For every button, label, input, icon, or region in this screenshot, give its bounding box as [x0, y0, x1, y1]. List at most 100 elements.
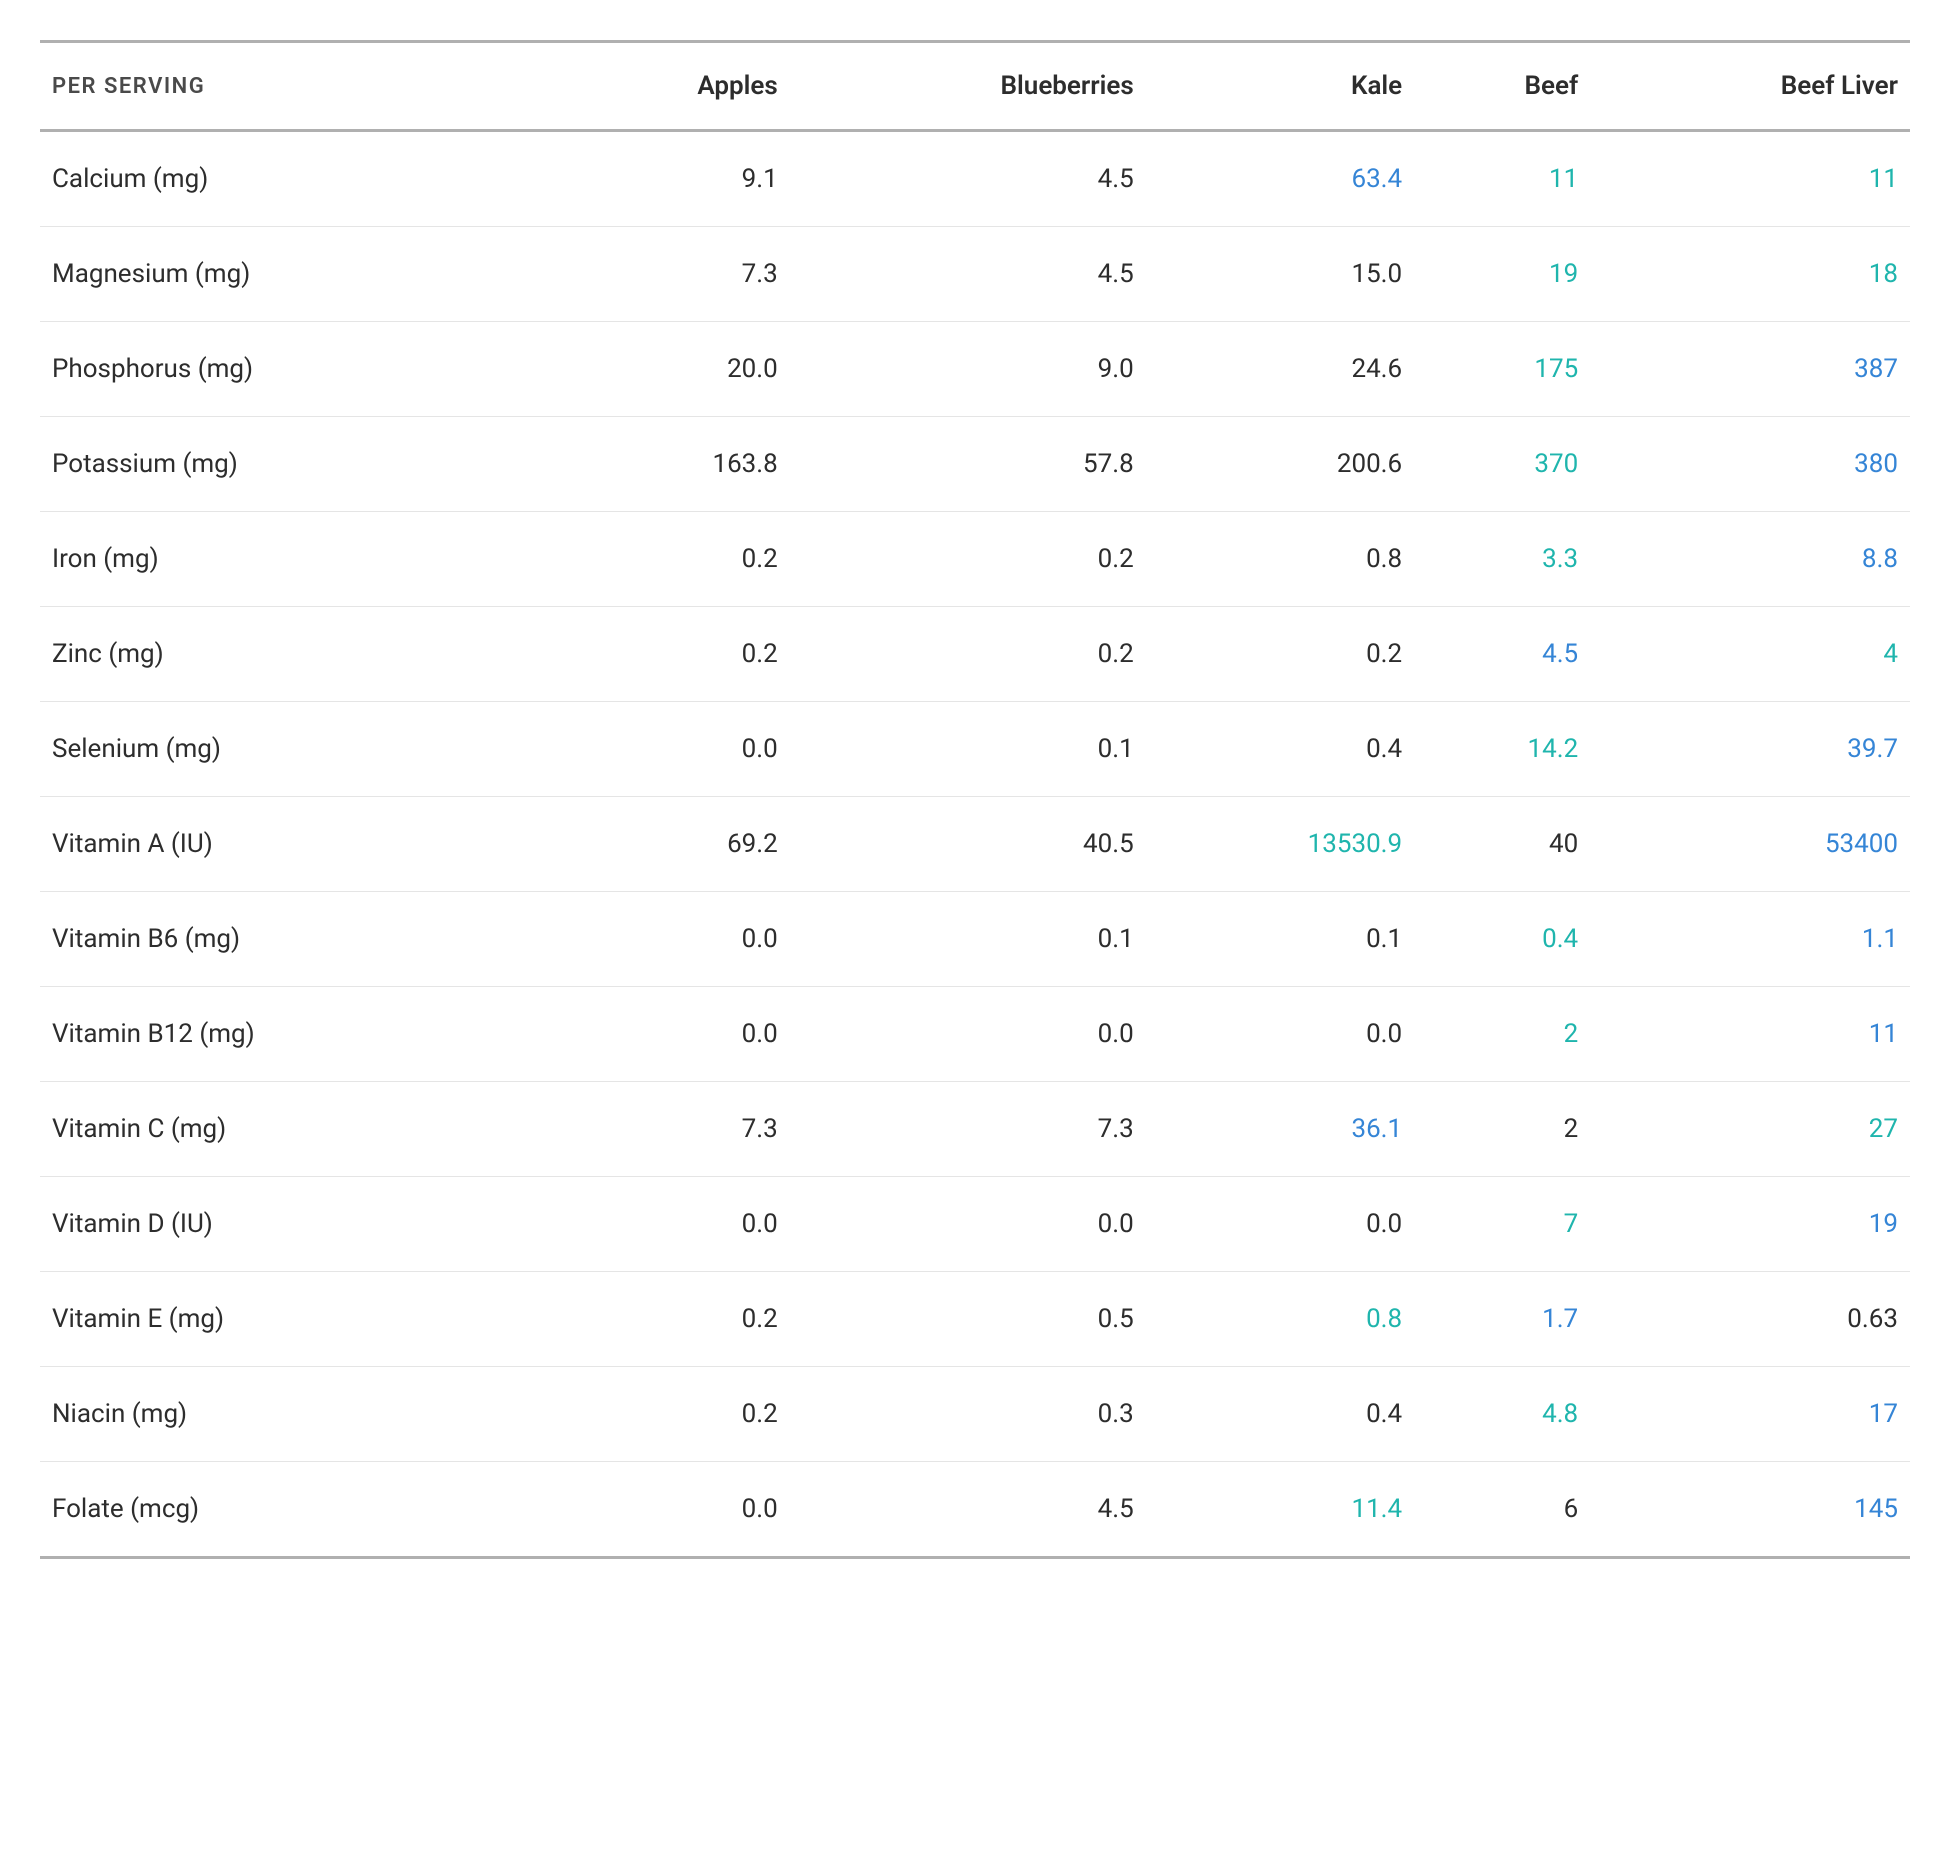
cell-value: 163.8	[553, 417, 789, 512]
table-row: Vitamin B6 (mg)0.00.10.10.41.1	[40, 892, 1910, 987]
cell-value: 0.0	[790, 987, 1146, 1082]
cell-value: 53400	[1590, 797, 1910, 892]
cell-value: 0.0	[553, 1462, 789, 1558]
column-header: Blueberries	[790, 42, 1146, 131]
cell-value: 4.5	[790, 227, 1146, 322]
table-row: Folate (mcg)0.04.511.46145	[40, 1462, 1910, 1558]
table-row: Niacin (mg)0.20.30.44.817	[40, 1367, 1910, 1462]
cell-value: 19	[1414, 227, 1590, 322]
row-label: Calcium (mg)	[40, 131, 553, 227]
row-label: Zinc (mg)	[40, 607, 553, 702]
nutrition-table: Per Serving Apples Blueberries Kale Beef…	[40, 40, 1910, 1559]
cell-value: 7	[1414, 1177, 1590, 1272]
cell-value: 9.1	[553, 131, 789, 227]
cell-value: 2	[1414, 987, 1590, 1082]
cell-value: 4.5	[1414, 607, 1590, 702]
cell-value: 18	[1590, 227, 1910, 322]
row-label: Potassium (mg)	[40, 417, 553, 512]
cell-value: 0.4	[1146, 702, 1414, 797]
cell-value: 14.2	[1414, 702, 1590, 797]
cell-value: 57.8	[790, 417, 1146, 512]
row-label: Phosphorus (mg)	[40, 322, 553, 417]
cell-value: 8.8	[1590, 512, 1910, 607]
table-row: Vitamin E (mg)0.20.50.81.70.63	[40, 1272, 1910, 1367]
cell-value: 200.6	[1146, 417, 1414, 512]
cell-value: 0.3	[790, 1367, 1146, 1462]
row-label: Vitamin E (mg)	[40, 1272, 553, 1367]
cell-value: 0.8	[1146, 512, 1414, 607]
cell-value: 69.2	[553, 797, 789, 892]
cell-value: 6	[1414, 1462, 1590, 1558]
cell-value: 0.4	[1414, 892, 1590, 987]
cell-value: 0.4	[1146, 1367, 1414, 1462]
cell-value: 0.2	[553, 1272, 789, 1367]
cell-value: 11	[1590, 131, 1910, 227]
cell-value: 0.63	[1590, 1272, 1910, 1367]
row-label: Vitamin D (IU)	[40, 1177, 553, 1272]
table-header-row: Per Serving Apples Blueberries Kale Beef…	[40, 42, 1910, 131]
cell-value: 7.3	[790, 1082, 1146, 1177]
cell-value: 387	[1590, 322, 1910, 417]
row-label: Selenium (mg)	[40, 702, 553, 797]
cell-value: 380	[1590, 417, 1910, 512]
column-header: Apples	[553, 42, 789, 131]
cell-value: 11	[1590, 987, 1910, 1082]
column-header: Beef	[1414, 42, 1590, 131]
cell-value: 0.2	[790, 512, 1146, 607]
row-label: Folate (mcg)	[40, 1462, 553, 1558]
row-label: Vitamin C (mg)	[40, 1082, 553, 1177]
cell-value: 15.0	[1146, 227, 1414, 322]
cell-value: 4.5	[790, 1462, 1146, 1558]
table-row: Phosphorus (mg)20.09.024.6175387	[40, 322, 1910, 417]
cell-value: 0.0	[1146, 1177, 1414, 1272]
table-row: Calcium (mg)9.14.563.41111	[40, 131, 1910, 227]
cell-value: 27	[1590, 1082, 1910, 1177]
cell-value: 11	[1414, 131, 1590, 227]
row-label: Vitamin B12 (mg)	[40, 987, 553, 1082]
cell-value: 19	[1590, 1177, 1910, 1272]
cell-value: 0.8	[1146, 1272, 1414, 1367]
cell-value: 175	[1414, 322, 1590, 417]
cell-value: 36.1	[1146, 1082, 1414, 1177]
cell-value: 145	[1590, 1462, 1910, 1558]
cell-value: 4.8	[1414, 1367, 1590, 1462]
cell-value: 0.0	[553, 987, 789, 1082]
cell-value: 0.2	[1146, 607, 1414, 702]
column-header: Kale	[1146, 42, 1414, 131]
cell-value: 24.6	[1146, 322, 1414, 417]
cell-value: 0.0	[790, 1177, 1146, 1272]
cell-value: 40	[1414, 797, 1590, 892]
column-header: Beef Liver	[1590, 42, 1910, 131]
cell-value: 11.4	[1146, 1462, 1414, 1558]
cell-value: 0.2	[553, 512, 789, 607]
cell-value: 0.2	[553, 607, 789, 702]
table-row: Magnesium (mg)7.34.515.01918	[40, 227, 1910, 322]
row-label: Iron (mg)	[40, 512, 553, 607]
cell-value: 13530.9	[1146, 797, 1414, 892]
cell-value: 0.1	[790, 892, 1146, 987]
cell-value: 17	[1590, 1367, 1910, 1462]
cell-value: 7.3	[553, 1082, 789, 1177]
cell-value: 1.1	[1590, 892, 1910, 987]
table-row: Iron (mg)0.20.20.83.38.8	[40, 512, 1910, 607]
cell-value: 0.0	[553, 1177, 789, 1272]
table-row: Zinc (mg)0.20.20.24.54	[40, 607, 1910, 702]
cell-value: 9.0	[790, 322, 1146, 417]
row-label: Niacin (mg)	[40, 1367, 553, 1462]
row-label: Vitamin B6 (mg)	[40, 892, 553, 987]
cell-value: 39.7	[1590, 702, 1910, 797]
cell-value: 0.1	[1146, 892, 1414, 987]
cell-value: 2	[1414, 1082, 1590, 1177]
cell-value: 1.7	[1414, 1272, 1590, 1367]
table-row: Selenium (mg)0.00.10.414.239.7	[40, 702, 1910, 797]
cell-value: 63.4	[1146, 131, 1414, 227]
table-row: Vitamin B12 (mg)0.00.00.0211	[40, 987, 1910, 1082]
table-row: Vitamin D (IU)0.00.00.0719	[40, 1177, 1910, 1272]
row-label: Vitamin A (IU)	[40, 797, 553, 892]
cell-value: 0.2	[790, 607, 1146, 702]
table-row: Potassium (mg)163.857.8200.6370380	[40, 417, 1910, 512]
cell-value: 3.3	[1414, 512, 1590, 607]
cell-value: 0.0	[553, 702, 789, 797]
cell-value: 0.2	[553, 1367, 789, 1462]
table-row: Vitamin C (mg)7.37.336.1227	[40, 1082, 1910, 1177]
